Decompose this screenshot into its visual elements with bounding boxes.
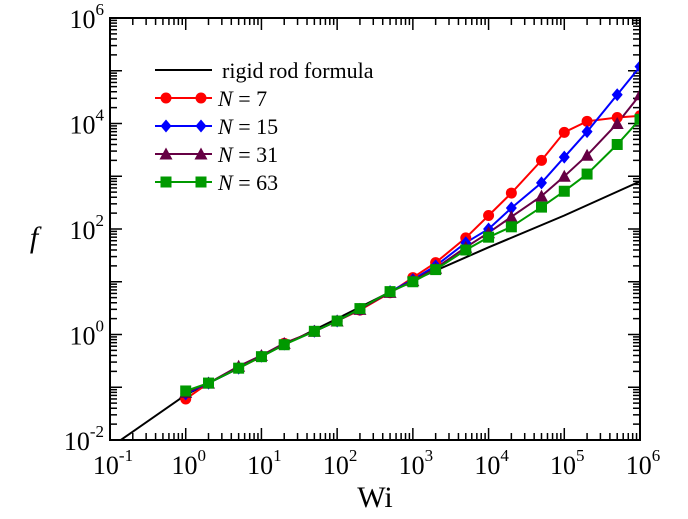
data-point: [505, 187, 517, 199]
y-tick-label: 106: [70, 0, 105, 34]
data-point: [558, 185, 570, 197]
y-tick-label: 104: [70, 106, 105, 140]
tick-labels: 10-1 100 101 102 103 104 105 106 10-2 100 102 104 10…: [64, 0, 660, 480]
data-point: [634, 113, 640, 125]
data-point: [557, 169, 571, 182]
data-point: [233, 362, 245, 374]
data-point: [535, 201, 547, 213]
x-axis-title: Wi: [357, 481, 392, 514]
y-tick-label: 100: [70, 317, 105, 351]
data-point: [534, 189, 548, 202]
data-point: [308, 325, 320, 337]
legend-marker: [194, 147, 208, 160]
data-point: [535, 176, 547, 190]
legend-marker: [160, 176, 172, 188]
legend-label-3: N = 31: [217, 142, 278, 167]
legend-marker: [195, 119, 207, 133]
data-point: [634, 60, 640, 74]
legend-marker: [160, 119, 172, 133]
data-point: [581, 168, 593, 180]
data-point: [384, 286, 396, 298]
data-point: [460, 244, 472, 256]
legend-marker: [159, 147, 173, 160]
data-point: [581, 125, 593, 139]
data-point: [505, 201, 517, 215]
data-point: [611, 88, 623, 102]
x-tick-label: 102: [323, 446, 358, 480]
data-point: [611, 138, 623, 150]
data-point: [504, 210, 518, 223]
data-point: [535, 154, 547, 166]
x-tick-label: 100: [171, 446, 206, 480]
legend-marker: [160, 92, 172, 104]
data-point: [610, 117, 624, 129]
plot-frame: [109, 17, 641, 441]
data-point: [633, 88, 640, 101]
data-point: [581, 115, 593, 127]
plot-area: [119, 60, 640, 440]
data-point: [558, 126, 570, 138]
y-axis-title: f: [30, 221, 42, 254]
data-point: [483, 210, 495, 222]
data-point: [505, 221, 517, 233]
series-line-3: [185, 94, 640, 394]
series-line-rigid-rod-formula: [119, 180, 640, 440]
x-tick-label: 10-1: [93, 446, 133, 480]
legend-label-4: N = 63: [217, 170, 278, 195]
legend-label-2: N = 15: [217, 114, 278, 139]
data-point: [580, 148, 594, 161]
legend-marker: [195, 92, 207, 104]
data-point: [278, 339, 290, 351]
legend-label-rigid-rod: rigid rod formula: [222, 58, 374, 83]
data-point: [407, 276, 419, 288]
legend: rigid rod formula N = 7 N = 15 N = 31 N = 63: [155, 58, 374, 195]
legend-label-1: N = 7: [217, 86, 267, 111]
data-point: [203, 377, 215, 389]
data-point: [483, 231, 495, 243]
data-point: [430, 264, 442, 276]
x-tick-label: 105: [550, 446, 585, 480]
legend-marker: [195, 176, 207, 188]
x-tick-label: 106: [626, 446, 661, 480]
data-point: [180, 385, 192, 397]
x-tick-label: 104: [474, 446, 509, 480]
axis-ticks: [109, 18, 641, 441]
x-tick-label: 103: [399, 446, 434, 480]
data-point: [558, 150, 570, 164]
y-tick-label: 10-2: [64, 422, 104, 456]
data-point: [354, 303, 366, 315]
y-tick-label: 102: [70, 211, 105, 245]
data-point: [331, 315, 343, 327]
x-tick-label: 101: [247, 446, 282, 480]
data-point: [255, 351, 267, 363]
